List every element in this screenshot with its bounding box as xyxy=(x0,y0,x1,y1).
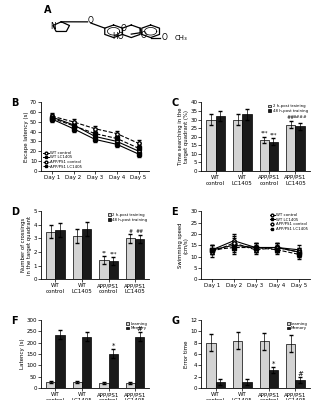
Text: ####: #### xyxy=(293,115,307,119)
Bar xyxy=(233,341,242,388)
Text: O: O xyxy=(162,33,167,42)
Bar xyxy=(135,239,144,279)
Y-axis label: Number of crossings
in the target quadrant: Number of crossings in the target quadra… xyxy=(21,216,32,275)
Bar xyxy=(126,238,135,279)
Text: C: C xyxy=(171,98,178,108)
Legend: Learning, Memory: Learning, Memory xyxy=(287,322,308,330)
Text: **: ** xyxy=(101,250,106,256)
Text: D: D xyxy=(11,207,19,217)
Y-axis label: Latency (s): Latency (s) xyxy=(20,339,25,369)
Bar xyxy=(99,383,108,388)
Text: *: * xyxy=(272,361,275,367)
Y-axis label: Time searching in the
target quadrant (%): Time searching in the target quadrant (%… xyxy=(178,108,189,165)
Bar xyxy=(99,260,108,279)
Y-axis label: Swimming speed
(cm/s): Swimming speed (cm/s) xyxy=(178,222,189,268)
Bar xyxy=(135,337,144,388)
Bar xyxy=(108,261,118,279)
Legend: Learning, Memory: Learning, Memory xyxy=(126,322,148,330)
Bar xyxy=(295,126,305,170)
Bar xyxy=(242,382,252,388)
Bar xyxy=(55,335,65,388)
Text: CH₃: CH₃ xyxy=(174,34,187,40)
Bar xyxy=(233,120,242,170)
Legend: WT control, WT LC1405, APP/PS1 control, APP/PS1 LC1405: WT control, WT LC1405, APP/PS1 control, … xyxy=(43,151,82,169)
Text: B: B xyxy=(11,98,18,108)
Bar xyxy=(286,125,295,170)
Bar xyxy=(216,382,225,388)
Y-axis label: Error time: Error time xyxy=(184,340,189,368)
Text: N: N xyxy=(50,22,56,31)
Bar xyxy=(286,344,295,388)
Bar xyxy=(73,382,82,388)
Bar xyxy=(82,337,91,388)
Text: O: O xyxy=(88,16,94,25)
Text: ***: *** xyxy=(109,251,117,256)
Bar xyxy=(108,354,118,388)
Text: O: O xyxy=(140,31,146,40)
Bar xyxy=(242,114,252,170)
Bar xyxy=(269,370,278,388)
Text: ##: ## xyxy=(136,229,144,234)
Bar xyxy=(82,229,91,279)
Bar xyxy=(206,343,216,388)
Legend: WT control, WT LC1405, APP/PS1 control, APP/PS1 LC1405: WT control, WT LC1405, APP/PS1 control, … xyxy=(270,213,308,231)
Text: #: # xyxy=(128,229,132,234)
Text: HO: HO xyxy=(112,32,124,42)
Bar xyxy=(46,382,55,388)
Text: #: # xyxy=(137,326,143,332)
Text: O: O xyxy=(121,24,127,33)
Text: G: G xyxy=(171,316,179,326)
Y-axis label: Escape latency (s): Escape latency (s) xyxy=(23,111,28,162)
Text: ##: ## xyxy=(287,115,295,120)
Text: A: A xyxy=(44,4,51,14)
Text: F: F xyxy=(11,316,17,326)
Text: E: E xyxy=(171,207,178,217)
Bar xyxy=(206,120,216,170)
Bar xyxy=(295,380,305,388)
Bar xyxy=(126,383,135,388)
Text: ***: *** xyxy=(260,131,268,136)
Bar xyxy=(269,142,278,170)
Text: ***: *** xyxy=(270,132,277,137)
Bar xyxy=(73,236,82,279)
Text: #: # xyxy=(297,371,303,377)
Bar xyxy=(259,140,269,170)
Bar xyxy=(46,232,55,279)
Legend: 2 h-post training, 48 h-post training: 2 h-post training, 48 h-post training xyxy=(268,104,308,113)
Bar xyxy=(216,116,225,170)
Legend: 2 h-post training, 48 h-post training: 2 h-post training, 48 h-post training xyxy=(108,213,148,222)
Text: *: * xyxy=(112,343,115,349)
Bar xyxy=(259,342,269,388)
Bar xyxy=(55,230,65,279)
